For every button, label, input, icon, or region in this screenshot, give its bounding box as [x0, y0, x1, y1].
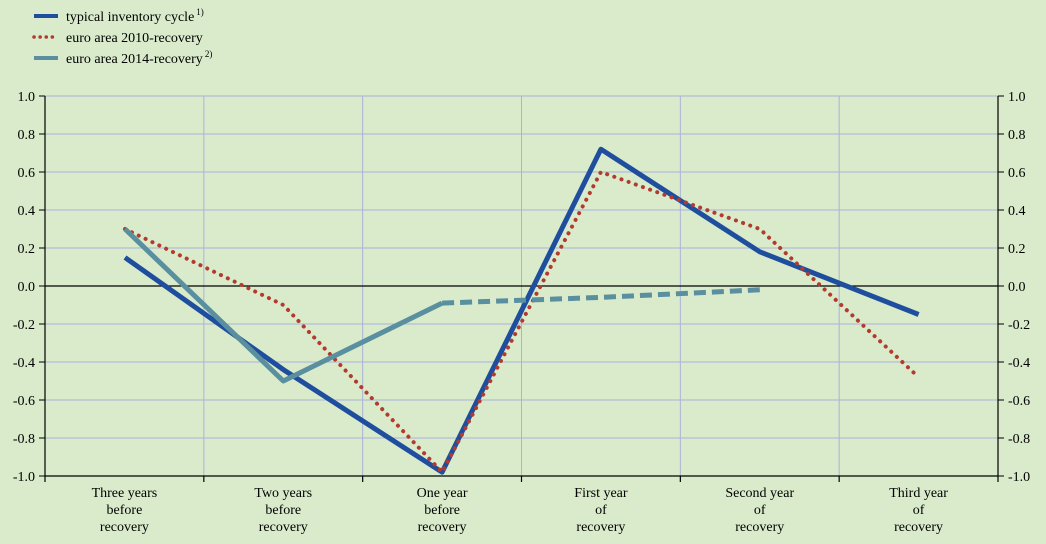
- legend-label-euro-area-2014-recovery: euro area 2014-recovery 2): [66, 49, 212, 67]
- x-tick-label-line: recovery: [894, 520, 943, 535]
- legend-label-typical-inventory-cycle: typical inventory cycle 1): [66, 7, 204, 25]
- x-tick-label-line: Third year: [889, 486, 948, 501]
- x-tick-label-line: Two years: [254, 486, 312, 501]
- x-tick-label-line: before: [424, 503, 460, 518]
- x-tick-label-line: Second year: [725, 486, 794, 501]
- y-tick-label-left: -0.4: [13, 356, 35, 371]
- y-tick-label-right: -0.4: [1008, 356, 1030, 371]
- x-tick-label-line: before: [265, 503, 301, 518]
- y-tick-label-right: -0.6: [1008, 394, 1030, 409]
- y-tick-label-right: 0.0: [1008, 280, 1026, 295]
- y-tick-label-left: -0.8: [13, 432, 35, 447]
- y-tick-label-left: -0.6: [13, 394, 35, 409]
- x-tick-label-line: of: [595, 503, 607, 518]
- x-tick-label-line: recovery: [576, 520, 625, 535]
- y-tick-label-right: 1.0: [1008, 90, 1026, 105]
- y-tick-label-right: 0.6: [1008, 166, 1026, 181]
- x-tick-label-line: of: [754, 503, 766, 518]
- y-tick-label-left: -0.2: [13, 318, 35, 333]
- y-tick-label-left: 0.0: [18, 280, 36, 295]
- x-tick-label-line: One year: [417, 486, 468, 501]
- y-tick-label-right: -0.8: [1008, 432, 1030, 447]
- x-tick-label-line: recovery: [735, 520, 784, 535]
- y-tick-label-left: 0.6: [18, 166, 36, 181]
- x-tick-label-line: recovery: [418, 520, 467, 535]
- y-tick-label-right: -1.0: [1008, 470, 1030, 485]
- y-tick-label-right: 0.4: [1008, 204, 1026, 219]
- y-tick-label-right: 0.2: [1008, 242, 1026, 257]
- x-tick-label-line: of: [913, 503, 925, 518]
- y-tick-label-left: 0.4: [18, 204, 36, 219]
- x-tick-label-line: Three years: [92, 486, 158, 501]
- x-tick-label-line: recovery: [100, 520, 149, 535]
- y-tick-label-left: 0.8: [18, 128, 36, 143]
- y-tick-label-left: 0.2: [18, 242, 36, 257]
- x-tick-label-line: recovery: [259, 520, 308, 535]
- y-tick-label-left: -1.0: [13, 470, 35, 485]
- y-tick-label-right: -0.2: [1008, 318, 1030, 333]
- x-tick-label-line: First year: [574, 486, 628, 501]
- y-tick-label-right: 0.8: [1008, 128, 1026, 143]
- y-tick-label-left: 1.0: [18, 90, 36, 105]
- x-tick-label-line: before: [107, 503, 143, 518]
- legend-label-euro-area-2010-recovery: euro area 2010-recovery: [66, 31, 203, 46]
